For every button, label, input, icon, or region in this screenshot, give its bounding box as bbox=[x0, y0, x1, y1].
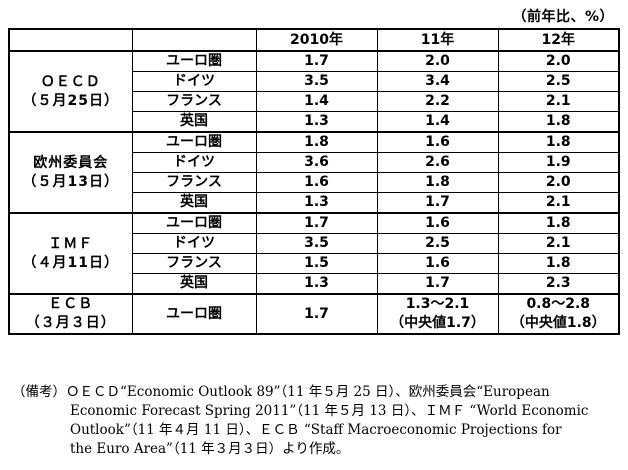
group-imf: ＩＭＦ （４月11日） ユーロ圏 1.7 1.6 1.8 ドイツ 3.5 2.5… bbox=[8, 212, 620, 295]
value-2012: 0.8～2.8 （中央値1.8） bbox=[497, 293, 620, 335]
value-2011: 1.6 bbox=[376, 212, 499, 234]
group-ecb: ＥＣＢ （３月３日） ユーロ圏 1.7 1.3～2.1 （中央値1.7） 0.8… bbox=[8, 293, 620, 335]
notes-line-3: Outlook”（11 年４月 11 日）、ＥＣＢ “Staff Macroec… bbox=[70, 422, 562, 438]
value-2011: 1.4 bbox=[376, 111, 499, 133]
region-cell: フランス bbox=[131, 253, 257, 274]
value-2012: 2.0 bbox=[497, 50, 620, 72]
region-cell: ドイツ bbox=[131, 152, 257, 173]
value-2012: 1.8 bbox=[497, 212, 620, 234]
region-cell: フランス bbox=[131, 91, 257, 112]
org-date: （５月13日） bbox=[22, 173, 119, 190]
region-cell: ドイツ bbox=[131, 233, 257, 254]
header-blank-org bbox=[8, 28, 133, 52]
org-name: ＥＣＢ bbox=[48, 296, 94, 312]
value-2010: 1.3 bbox=[255, 273, 378, 295]
source-notes: （備考）ＯＥＣＤ“Economic Outlook 89”（11 年５月 25 … bbox=[12, 383, 616, 459]
region-cell: ユーロ圏 bbox=[131, 131, 257, 153]
notes-line-4: the Euro Area”（11 年３月３日）より作成。 bbox=[70, 441, 350, 457]
org-cell-oecd: ＯＥＣＤ （５月25日） bbox=[8, 50, 133, 133]
region-cell: ドイツ bbox=[131, 71, 257, 92]
value-2012: 2.5 bbox=[497, 71, 620, 92]
region-cell: ユーロ圏 bbox=[131, 212, 257, 234]
value-2010: 1.6 bbox=[255, 172, 378, 193]
group-european-commission: 欧州委員会 （５月13日） ユーロ圏 1.8 1.6 1.8 ドイツ 3.6 2… bbox=[8, 131, 620, 214]
value-2012: 2.0 bbox=[497, 172, 620, 193]
value-2012: 1.8 bbox=[497, 253, 620, 274]
table-row: 英国 1.3 1.7 2.1 bbox=[9, 192, 620, 214]
value-2010: 3.5 bbox=[255, 71, 378, 92]
value-2012: 2.1 bbox=[497, 91, 620, 112]
org-date: （３月３日） bbox=[25, 315, 116, 331]
table-row: フランス 1.6 1.8 2.0 bbox=[9, 172, 620, 193]
value-2010: 1.5 bbox=[255, 253, 378, 274]
value-2011: 2.5 bbox=[376, 233, 499, 254]
value-2011: 1.8 bbox=[376, 172, 499, 193]
header-blank-region bbox=[131, 28, 257, 52]
org-name: 欧州委員会 bbox=[33, 154, 109, 171]
value-2011: 1.7 bbox=[376, 273, 499, 295]
region-cell: フランス bbox=[131, 172, 257, 193]
value-2011: 2.2 bbox=[376, 91, 499, 112]
org-cell-european-commission: 欧州委員会 （５月13日） bbox=[8, 131, 133, 214]
region-cell: ユーロ圏 bbox=[131, 50, 257, 72]
table-row: フランス 1.5 1.6 1.8 bbox=[9, 253, 620, 274]
value-2011: 2.6 bbox=[376, 152, 499, 173]
table-row: ドイツ 3.5 2.5 2.1 bbox=[9, 233, 620, 254]
value-2011: 2.0 bbox=[376, 50, 499, 72]
table-row: フランス 1.4 2.2 2.1 bbox=[9, 91, 620, 112]
value-range: 0.8～2.8 bbox=[526, 296, 591, 312]
value-2010: 1.7 bbox=[255, 50, 378, 72]
table-row: ＥＣＢ （３月３日） ユーロ圏 1.7 1.3～2.1 （中央値1.7） 0.8… bbox=[8, 293, 620, 335]
value-2011: 1.6 bbox=[376, 131, 499, 153]
table-row: 英国 1.3 1.4 1.8 bbox=[9, 111, 620, 133]
table-row: ドイツ 3.6 2.6 1.9 bbox=[9, 152, 620, 173]
org-cell-imf: ＩＭＦ （４月11日） bbox=[8, 212, 133, 295]
org-cell-ecb: ＥＣＢ （３月３日） bbox=[8, 293, 133, 335]
header-row: 2010年 11年 12年 bbox=[8, 28, 620, 52]
notes-line-2: Economic Forecast Spring 2011”（11 年５月 13… bbox=[70, 403, 589, 419]
org-date: （４月11日） bbox=[22, 254, 119, 271]
header-2012: 12年 bbox=[497, 28, 620, 52]
value-2010: 1.7 bbox=[255, 293, 378, 335]
org-date: （５月25日） bbox=[22, 92, 119, 109]
value-2012: 2.1 bbox=[497, 233, 620, 254]
table-row: 欧州委員会 （５月13日） ユーロ圏 1.8 1.6 1.8 bbox=[8, 131, 620, 214]
value-2010: 1.4 bbox=[255, 91, 378, 112]
value-2011: 1.3～2.1 （中央値1.7） bbox=[376, 293, 499, 335]
value-2010: 1.3 bbox=[255, 192, 378, 214]
org-name: ＩＭＦ bbox=[48, 235, 94, 252]
header-2010: 2010年 bbox=[255, 28, 378, 52]
region-cell: 英国 bbox=[131, 192, 257, 214]
header-2011: 11年 bbox=[376, 28, 499, 52]
value-median: （中央値1.8） bbox=[510, 315, 606, 331]
value-2011: 3.4 bbox=[376, 71, 499, 92]
region-cell: 英国 bbox=[131, 273, 257, 295]
value-2011: 1.7 bbox=[376, 192, 499, 214]
value-2010: 1.8 bbox=[255, 131, 378, 153]
value-2010: 1.3 bbox=[255, 111, 378, 133]
unit-label: （前年比、%） bbox=[512, 9, 614, 25]
forecast-table: 2010年 11年 12年 ＯＥＣＤ （５月25日） ユーロ圏 1.7 2.0 … bbox=[8, 28, 620, 335]
value-2010: 3.5 bbox=[255, 233, 378, 254]
region-cell: ユーロ圏 bbox=[131, 293, 257, 335]
value-2011: 1.6 bbox=[376, 253, 499, 274]
group-oecd: ＯＥＣＤ （５月25日） ユーロ圏 1.7 2.0 2.0 ドイツ 3.5 3.… bbox=[8, 50, 620, 133]
value-2012: 2.3 bbox=[497, 273, 620, 295]
value-2012: 1.8 bbox=[497, 131, 620, 153]
value-range: 1.3～2.1 bbox=[405, 296, 470, 312]
value-2010: 1.7 bbox=[255, 212, 378, 234]
notes-line-1: （備考）ＯＥＣＤ“Economic Outlook 89”（11 年５月 25 … bbox=[12, 384, 550, 400]
value-2010: 3.6 bbox=[255, 152, 378, 173]
value-2012: 1.9 bbox=[497, 152, 620, 173]
value-2012: 1.8 bbox=[497, 111, 620, 133]
org-name: ＯＥＣＤ bbox=[40, 73, 101, 90]
value-2012: 2.1 bbox=[497, 192, 620, 214]
region-cell: 英国 bbox=[131, 111, 257, 133]
table-row: ＯＥＣＤ （５月25日） ユーロ圏 1.7 2.0 2.0 bbox=[8, 50, 620, 133]
value-median: （中央値1.7） bbox=[390, 315, 485, 331]
table-row: 英国 1.3 1.7 2.3 bbox=[9, 273, 620, 295]
table-row: ＩＭＦ （４月11日） ユーロ圏 1.7 1.6 1.8 bbox=[8, 212, 620, 295]
